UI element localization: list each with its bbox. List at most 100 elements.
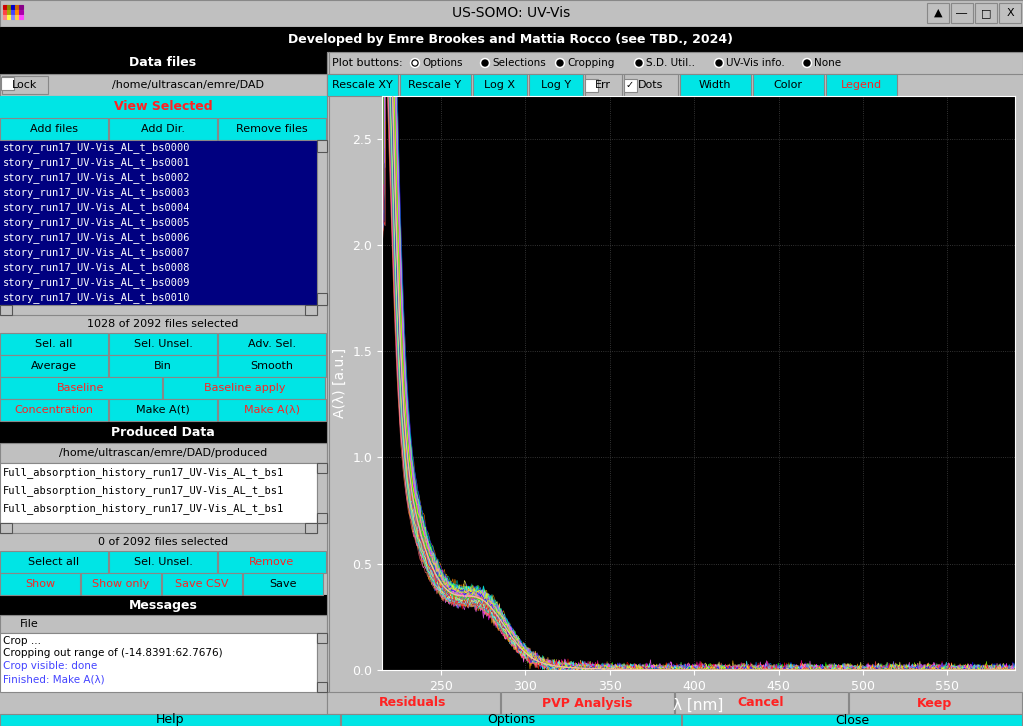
Text: Baseline apply: Baseline apply bbox=[205, 383, 285, 393]
Text: story_run17_UV-Vis_AL_t_bs0004: story_run17_UV-Vis_AL_t_bs0004 bbox=[3, 203, 190, 213]
Text: Options: Options bbox=[422, 58, 462, 68]
Bar bbox=[0, 52, 327, 74]
Text: Remove files: Remove files bbox=[236, 124, 308, 134]
Bar bbox=[11, 10, 15, 14]
Bar bbox=[585, 74, 622, 96]
Bar bbox=[317, 463, 327, 523]
Bar bbox=[317, 633, 327, 692]
Bar bbox=[109, 551, 217, 573]
Text: /home/ultrascan/emre/DAD/produced: /home/ultrascan/emre/DAD/produced bbox=[59, 448, 267, 458]
Text: story_run17_UV-Vis_AL_t_bs0000: story_run17_UV-Vis_AL_t_bs0000 bbox=[3, 142, 190, 153]
Text: X: X bbox=[1007, 8, 1014, 18]
Text: story_run17_UV-Vis_AL_t_bs0007: story_run17_UV-Vis_AL_t_bs0007 bbox=[3, 248, 190, 258]
Text: UV-Vis info.: UV-Vis info. bbox=[726, 58, 785, 68]
Bar bbox=[7, 10, 11, 14]
Bar bbox=[109, 118, 217, 140]
Circle shape bbox=[557, 60, 563, 66]
Text: Full_absorption_history_run17_UV-Vis_AL_t_bs1: Full_absorption_history_run17_UV-Vis_AL_… bbox=[3, 504, 284, 515]
Text: Options: Options bbox=[487, 714, 535, 726]
Text: None: None bbox=[814, 58, 841, 68]
Bar bbox=[218, 118, 326, 140]
Bar bbox=[317, 140, 327, 305]
Bar bbox=[327, 52, 1023, 74]
Circle shape bbox=[410, 59, 419, 68]
Text: story_run17_UV-Vis_AL_t_bs0006: story_run17_UV-Vis_AL_t_bs0006 bbox=[3, 232, 190, 243]
Text: Selections: Selections bbox=[492, 58, 545, 68]
Bar bbox=[218, 551, 326, 573]
Circle shape bbox=[804, 60, 810, 66]
Bar bbox=[0, 399, 108, 421]
Circle shape bbox=[482, 60, 488, 66]
Bar bbox=[927, 3, 949, 23]
Bar bbox=[0, 96, 327, 118]
Bar bbox=[11, 5, 15, 9]
Text: Width: Width bbox=[699, 80, 731, 90]
Text: story_run17_UV-Vis_AL_t_bs0010: story_run17_UV-Vis_AL_t_bs0010 bbox=[3, 293, 190, 303]
Text: PVP Analysis: PVP Analysis bbox=[542, 696, 632, 709]
Text: /home/ultrascan/emre/DAD: /home/ultrascan/emre/DAD bbox=[112, 80, 264, 90]
Text: Log Y: Log Y bbox=[541, 80, 571, 90]
Bar bbox=[501, 692, 674, 714]
X-axis label: λ [nm]: λ [nm] bbox=[673, 698, 723, 713]
Bar bbox=[0, 463, 317, 523]
Text: Smooth: Smooth bbox=[251, 361, 294, 371]
Bar bbox=[317, 633, 327, 643]
Bar bbox=[0, 533, 327, 551]
Bar bbox=[0, 315, 327, 333]
Bar bbox=[3, 15, 7, 19]
Bar bbox=[11, 15, 15, 19]
Bar bbox=[0, 551, 108, 573]
Text: Select all: Select all bbox=[29, 557, 80, 567]
Bar bbox=[163, 377, 325, 399]
Bar bbox=[0, 523, 12, 533]
Bar bbox=[999, 3, 1021, 23]
Text: Residuals: Residuals bbox=[380, 696, 447, 709]
Text: story_run17_UV-Vis_AL_t_bs0001: story_run17_UV-Vis_AL_t_bs0001 bbox=[3, 158, 190, 168]
Bar bbox=[0, 421, 327, 443]
Text: Developed by Emre Brookes and Mattia Rocco (see TBD., 2024): Developed by Emre Brookes and Mattia Roc… bbox=[288, 33, 733, 46]
Circle shape bbox=[714, 59, 723, 68]
Circle shape bbox=[413, 61, 416, 65]
Bar bbox=[0, 523, 317, 533]
Text: Cropping out range of (-14.8391:62.7676): Cropping out range of (-14.8391:62.7676) bbox=[3, 648, 223, 658]
Bar bbox=[473, 74, 527, 96]
Text: story_run17_UV-Vis_AL_t_bs0009: story_run17_UV-Vis_AL_t_bs0009 bbox=[3, 277, 190, 288]
Text: Concentration: Concentration bbox=[14, 405, 93, 415]
Text: Bin: Bin bbox=[154, 361, 172, 371]
Bar bbox=[3, 5, 7, 9]
Text: Save: Save bbox=[269, 579, 297, 589]
Bar bbox=[109, 355, 217, 377]
Bar bbox=[0, 305, 12, 315]
Bar bbox=[529, 74, 583, 96]
Bar bbox=[15, 10, 19, 14]
Text: 1028 of 2092 files selected: 1028 of 2092 files selected bbox=[87, 319, 238, 329]
Bar bbox=[317, 682, 327, 692]
Text: Show: Show bbox=[25, 579, 55, 589]
Text: US-SOMO: UV-Vis: US-SOMO: UV-Vis bbox=[452, 6, 570, 20]
Bar bbox=[305, 523, 317, 533]
Text: Err: Err bbox=[595, 80, 611, 90]
Circle shape bbox=[481, 59, 489, 68]
Bar bbox=[0, 633, 317, 692]
Bar bbox=[0, 377, 162, 399]
Bar bbox=[0, 355, 108, 377]
Bar bbox=[0, 305, 317, 315]
Bar bbox=[682, 714, 1022, 726]
Bar bbox=[624, 79, 637, 92]
Text: Data files: Data files bbox=[130, 57, 196, 70]
Bar bbox=[0, 443, 327, 463]
Text: Sel. Unsel.: Sel. Unsel. bbox=[134, 339, 192, 349]
Text: View Selected: View Selected bbox=[114, 100, 213, 113]
Bar bbox=[0, 333, 108, 355]
Bar bbox=[19, 10, 23, 14]
Bar bbox=[317, 463, 327, 473]
Bar bbox=[317, 513, 327, 523]
Text: Close: Close bbox=[835, 714, 870, 726]
Bar bbox=[15, 5, 19, 9]
Bar bbox=[675, 692, 848, 714]
Bar bbox=[305, 305, 317, 315]
Text: story_run17_UV-Vis_AL_t_bs0005: story_run17_UV-Vis_AL_t_bs0005 bbox=[3, 218, 190, 229]
Bar bbox=[0, 595, 327, 615]
Bar bbox=[2, 76, 48, 94]
Bar bbox=[109, 399, 217, 421]
